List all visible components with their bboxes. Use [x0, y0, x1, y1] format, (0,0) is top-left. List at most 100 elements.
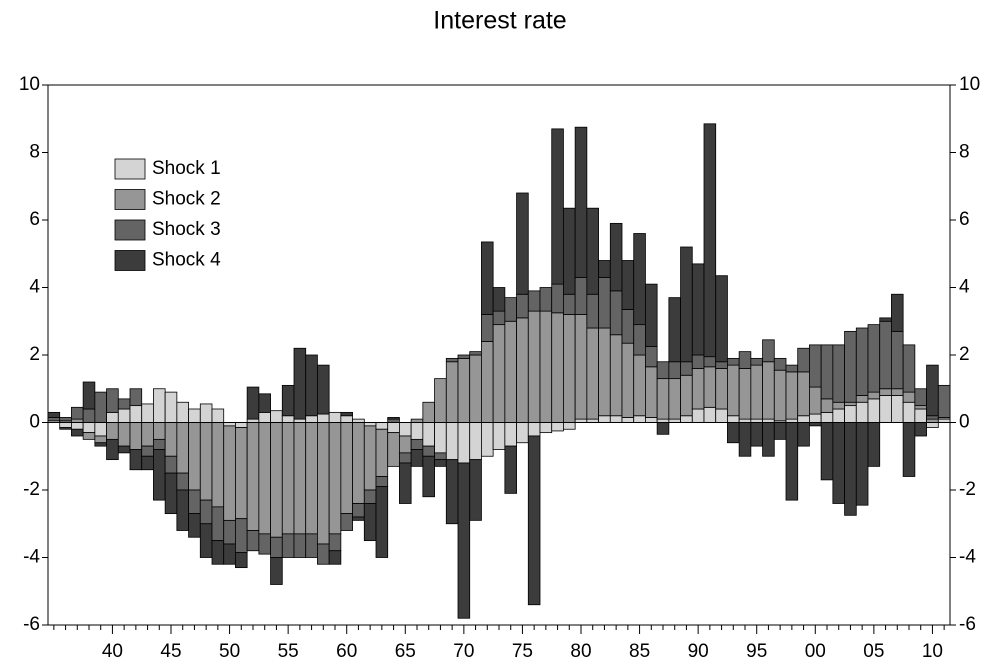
bar-segment: [879, 320, 892, 390]
bar-segment: [715, 408, 728, 423]
x-tick-label: 45: [160, 641, 181, 662]
bar-segment: [855, 327, 869, 396]
bar-segment: [270, 557, 283, 585]
y2-tick-label: 8: [959, 142, 970, 163]
bar-segment: [902, 391, 916, 403]
bar-segment: [305, 354, 318, 417]
bar-segment: [926, 415, 939, 420]
bar-segment: [328, 411, 342, 423]
bar-segment: [270, 536, 283, 558]
bar-segment: [703, 406, 717, 423]
bar-segment: [481, 422, 494, 457]
bar-segment: [141, 445, 154, 457]
bar-segment: [832, 408, 845, 423]
bar-segment: [340, 422, 353, 515]
bar-segment: [481, 241, 494, 315]
bar-segment: [422, 422, 435, 447]
bar-segment: [527, 290, 541, 312]
bar-segment: [281, 422, 295, 535]
bar-segment: [270, 410, 283, 423]
bar-segment: [340, 415, 353, 423]
bar-segment: [59, 417, 72, 422]
bar-segment: [539, 310, 553, 423]
y2-tick-label: 6: [959, 209, 970, 230]
bar-segment: [750, 422, 763, 447]
bar-segment: [504, 297, 517, 322]
bar-segment: [481, 341, 494, 423]
bar-segment: [434, 378, 447, 423]
y-tick-label: -4: [23, 547, 40, 568]
bar-segment: [539, 422, 553, 434]
bar-segment: [223, 425, 236, 521]
bar-segment: [867, 398, 881, 423]
x-tick-label: 10: [922, 641, 943, 662]
bar-segment: [598, 276, 611, 329]
bar-segment: [539, 287, 553, 312]
y-tick-label: 8: [29, 142, 40, 163]
bar-segment: [71, 428, 84, 437]
bar-segment: [305, 533, 318, 558]
bar-segment: [914, 408, 927, 423]
bar-segment: [785, 418, 799, 423]
bar-segment: [668, 418, 681, 423]
bar-segment: [879, 388, 892, 396]
bar-segment: [164, 391, 178, 423]
bar-segment: [352, 422, 365, 504]
bar-segment: [445, 459, 459, 525]
bar-segment: [527, 435, 541, 606]
x-tick-label: 40: [102, 641, 123, 662]
bar-segment: [117, 445, 131, 454]
bar-segment: [645, 283, 658, 347]
bar-segment: [703, 123, 717, 358]
bar-segment: [94, 442, 107, 447]
bar-segment: [129, 388, 143, 407]
y2-tick-label: 10: [959, 74, 980, 95]
bar-segment: [363, 489, 377, 504]
bar-segment: [445, 361, 459, 423]
bar-segment: [422, 445, 435, 457]
bar-segment: [586, 327, 599, 420]
bar-segment: [328, 422, 342, 535]
bar-segment: [258, 411, 271, 423]
bar-segment: [598, 260, 611, 278]
bar-segment: [387, 417, 400, 420]
bar-segment: [715, 275, 728, 363]
bar-segment: [621, 342, 635, 418]
bar-segment: [914, 422, 927, 437]
y2-tick-label: -2: [959, 479, 976, 500]
bar-segment: [773, 369, 787, 422]
bar-segment: [492, 324, 506, 423]
bar-segment: [867, 422, 881, 467]
bar-segment: [809, 386, 822, 415]
bar-segment: [106, 438, 119, 461]
bar-segment: [363, 422, 377, 427]
bar-segment: [164, 472, 178, 515]
bar-segment: [375, 422, 389, 430]
bar-segment: [492, 422, 506, 450]
bar-segment: [645, 366, 658, 418]
bar-segment: [363, 503, 377, 542]
bar-segment: [199, 422, 213, 501]
bar-segment: [563, 207, 576, 295]
bar-segment: [164, 422, 178, 457]
bar-segment: [516, 192, 529, 295]
bar-segment: [879, 395, 892, 423]
bar-segment: [47, 417, 61, 422]
bar-segment: [469, 351, 482, 356]
bar-segment: [59, 422, 72, 428]
bar-segment: [633, 233, 646, 326]
bar-segment: [176, 422, 189, 474]
bar-segment: [645, 346, 658, 368]
bar-segment: [399, 422, 412, 437]
bar-segment: [574, 314, 588, 420]
bar-segment: [457, 422, 471, 464]
x-tick-label: 60: [336, 641, 357, 662]
bar-segment: [399, 435, 412, 454]
bar-segment: [762, 361, 775, 420]
bar-segment: [797, 422, 810, 447]
bar-segment: [516, 317, 529, 423]
y2-tick-label: -6: [959, 614, 976, 635]
bar-segment: [820, 411, 834, 423]
bar-segment: [293, 347, 307, 420]
bar-segment: [293, 418, 307, 423]
